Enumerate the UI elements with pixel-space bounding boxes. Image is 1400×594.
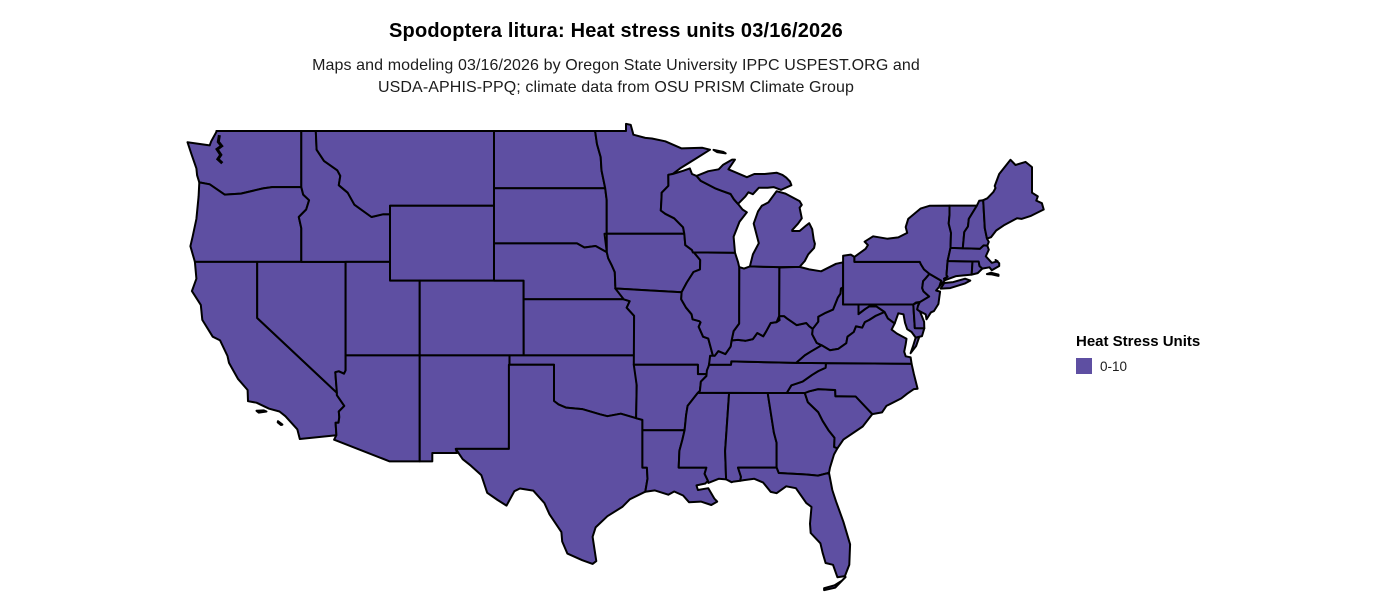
state-shape-co	[418, 279, 525, 357]
state-shape-ct	[943, 260, 974, 282]
state-shape-me	[982, 158, 1045, 240]
state-shape-ks	[522, 298, 636, 357]
state-shape-islr	[712, 148, 727, 155]
legend-title: Heat Stress Units	[1076, 333, 1201, 350]
state-shape-de	[912, 301, 926, 330]
state-shape-il	[680, 249, 741, 357]
figure-subtitle: Maps and modeling 03/16/2026 by Oregon S…	[0, 55, 1232, 99]
state-shape-az	[333, 354, 421, 463]
state-shape-nm	[418, 354, 511, 463]
legend: Heat Stress Units 0-10	[1076, 333, 1200, 379]
legend-items: 0-10	[1076, 358, 1200, 374]
state-shape-nj	[916, 272, 943, 321]
puget-sound-coastline	[215, 134, 224, 165]
legend-label: 0-10	[1100, 358, 1128, 374]
state-shape-vaes	[909, 335, 921, 355]
state-shape-mil	[748, 190, 816, 269]
state-shape-chi2	[276, 420, 284, 426]
figure-subtitle-line2: USDA-APHIS-PPQ; climate data from OSU PR…	[377, 79, 855, 96]
state-shape-or	[189, 181, 311, 263]
state-shape-oh	[778, 261, 845, 330]
figure-subtitle-line1: Maps and modeling 03/16/2026 by Oregon S…	[312, 57, 920, 74]
legend-item: 0-10	[1076, 358, 1200, 374]
state-shape-chi1	[255, 409, 268, 414]
state-shape-mvn	[985, 271, 1000, 277]
state-shape-nd	[493, 130, 607, 190]
state-shape-tx	[454, 363, 649, 565]
figure-title: Spodoptera litura: Heat stress units 03/…	[388, 20, 843, 42]
state-shape-wy	[389, 204, 495, 282]
state-shape-miu	[695, 158, 793, 205]
state-shape-li	[939, 277, 972, 290]
state-shape-fl	[737, 466, 852, 579]
legend-swatch-0-10	[1076, 358, 1092, 374]
state-shape-va	[795, 311, 913, 365]
state-shape-keys	[823, 576, 847, 592]
